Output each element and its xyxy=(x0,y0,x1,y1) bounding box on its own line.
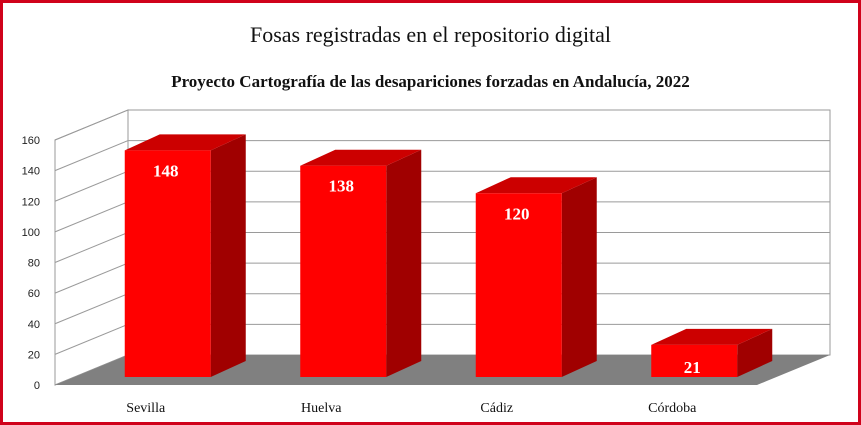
chart-title: Fosas registradas en el repositorio digi… xyxy=(249,22,612,47)
x-tick-label: Huelva xyxy=(301,401,342,416)
gridline-side xyxy=(54,201,129,233)
bar-side xyxy=(210,134,246,377)
gridline-side xyxy=(54,323,129,355)
bar-top xyxy=(475,177,597,194)
y-tick-label: 0 xyxy=(34,380,40,392)
gridline-side xyxy=(54,262,129,294)
bar-side xyxy=(737,328,773,377)
gridline-side xyxy=(54,109,129,141)
data-label: 120 xyxy=(504,204,530,223)
bar-front xyxy=(651,344,738,377)
floor-plane xyxy=(55,355,830,385)
data-label: 138 xyxy=(329,177,355,196)
x-tick-label: Cádiz xyxy=(480,401,513,416)
y-tick-label: 120 xyxy=(22,196,40,208)
y-tick-label: 100 xyxy=(22,227,40,239)
y-tick-label: 40 xyxy=(28,319,40,331)
bar-front xyxy=(475,193,562,377)
bar-top xyxy=(651,328,773,345)
bar-top xyxy=(124,134,246,151)
y-tick-label: 20 xyxy=(28,349,40,361)
bar-side xyxy=(561,177,597,377)
y-tick-label: 60 xyxy=(28,288,40,300)
bar-front xyxy=(124,150,211,377)
chart-subtitle: Proyecto Cartografía de las desaparicion… xyxy=(171,72,690,91)
gridline-side xyxy=(54,140,129,172)
labels: 0 20 40 60 80 100 120 140 160 148 Sevilla 138 Huelva… xyxy=(22,135,701,416)
y-tick-label: 140 xyxy=(22,166,40,178)
data-label: 148 xyxy=(153,161,179,180)
gridline-side xyxy=(54,170,129,202)
gridline-side xyxy=(54,293,129,325)
data-label: 21 xyxy=(684,358,701,377)
y-tick-label: 160 xyxy=(22,135,40,147)
bar xyxy=(651,328,773,377)
bars xyxy=(124,134,773,377)
bar xyxy=(124,134,246,377)
bar-side xyxy=(386,149,422,377)
gridline-side xyxy=(54,232,129,263)
bar xyxy=(300,149,422,377)
bar-top xyxy=(300,149,422,166)
bar-front xyxy=(300,165,387,377)
bar xyxy=(475,177,597,377)
x-tick-label: Sevilla xyxy=(126,401,166,416)
y-tick-label: 80 xyxy=(28,258,40,270)
chart-floor xyxy=(55,355,830,385)
x-tick-label: Córdoba xyxy=(648,401,697,416)
